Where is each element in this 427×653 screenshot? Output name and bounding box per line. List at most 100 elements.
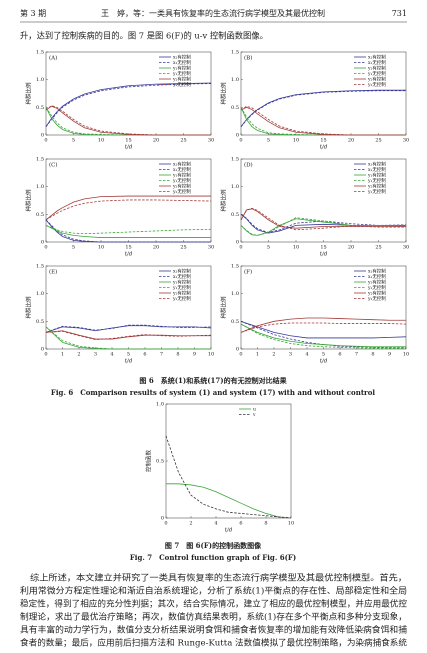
y-axis-label: 种群比例 (220, 296, 228, 319)
series-line (45, 325, 212, 333)
x-tick-label: 4 (214, 521, 217, 527)
x-tick-label: 5 (127, 352, 130, 358)
series-line (45, 219, 211, 243)
x-tick-label: 20 (153, 245, 159, 251)
legend-label: x₁有控制 (173, 268, 191, 275)
series-line (45, 82, 212, 127)
x-tick-label: 7 (160, 352, 163, 358)
legend-label: y₂无控制 (367, 81, 386, 88)
x-axis-label: t/d (320, 252, 328, 258)
x-tick-label: 8 (371, 352, 374, 358)
y-tick-label: 1.5 (36, 157, 44, 163)
x-tick-label: 0 (239, 245, 242, 251)
legend-label: y₁无控制 (172, 70, 191, 77)
x-tick-label: 25 (375, 138, 381, 144)
y-tick-label: 0.5 (231, 212, 239, 218)
panel-label: (A) (49, 55, 57, 62)
y-axis-label: 种群比例 (25, 296, 33, 319)
x-tick-label: 30 (403, 245, 409, 251)
legend-label: x₁有控制 (368, 54, 386, 61)
y-tick-label: 1.0 (36, 77, 44, 83)
y-tick-label: 0 (236, 240, 239, 246)
series-line (45, 225, 212, 235)
legend-label: y₁无控制 (172, 284, 191, 291)
legend-label: x₁无控制 (173, 273, 191, 280)
x-tick-label: 25 (375, 245, 381, 251)
series-line (240, 89, 406, 127)
legend-label: y₁有控制 (172, 65, 191, 72)
x-tick-label: 10 (98, 138, 104, 144)
series-line (240, 208, 406, 229)
y-tick-label: 1.5 (36, 50, 44, 56)
series-line (45, 107, 211, 136)
x-tick-label: 15 (320, 138, 326, 144)
x-axis-label: t/d (125, 252, 133, 258)
series-line (165, 435, 292, 519)
legend-label: y₂有控制 (172, 290, 191, 297)
legend-label: y₂无控制 (367, 188, 386, 195)
legend-label: x₁无控制 (173, 59, 191, 66)
x-tick-label: 10 (288, 521, 294, 527)
x-tick-label: 1 (61, 352, 64, 358)
x-tick-label: 2 (272, 352, 275, 358)
legend-label: y₁有控制 (172, 279, 191, 286)
x-tick-label: 6 (143, 352, 146, 358)
y-tick-label: 1.5 (231, 157, 239, 163)
legend-label: y₂有控制 (172, 76, 191, 83)
x-axis-label: t/d (225, 528, 233, 534)
y-tick-label: 0 (41, 240, 44, 246)
series-line (45, 225, 211, 238)
caption: 图 6 系统(1)和系统(17)的有无控制对比结果 (139, 376, 286, 385)
legend-label: x₁有控制 (368, 161, 386, 168)
x-tick-label: 30 (208, 138, 214, 144)
legend-label: y₁无控制 (367, 177, 386, 184)
legend-label: v (252, 413, 256, 418)
legend-label: y₂有控制 (172, 183, 191, 190)
legend-label: x₁无控制 (368, 166, 386, 173)
series-line (45, 324, 212, 333)
series-line (45, 326, 211, 350)
x-tick-label: 10 (293, 245, 299, 251)
series-line (45, 326, 211, 350)
y-axis-label: 种群比例 (220, 82, 228, 105)
series-line (240, 207, 406, 231)
legend-label: u (253, 408, 256, 413)
paragraph-line: 利用常微分方程定性理论和渐近自治系统理论，分析了系统(1)平衡点的存在性、局部稳… (20, 586, 407, 596)
series-line (45, 107, 211, 136)
paragraph: 升，达到了控制疾病的目的。图 7 是图 6(F)的 u-v 控制函数图像。 (20, 31, 268, 41)
legend-label: x₁有控制 (173, 54, 191, 61)
x-tick-label: 15 (320, 245, 326, 251)
caption: 图 7 图 6(F)的控制函数图像 (165, 541, 262, 550)
series-line (240, 106, 406, 136)
legend-label: x₁无控制 (368, 273, 386, 280)
legend-label: x₁有控制 (173, 161, 191, 168)
panel-label: (F) (244, 269, 252, 276)
paragraph-line: 综上所述，本文建立并研究了一类具有恢复率的生态流行病学模型及其最优控制模型。首先… (30, 573, 407, 583)
x-tick-label: 20 (348, 138, 354, 144)
legend-label: y₂无控制 (172, 295, 191, 302)
x-tick-label: 10 (208, 352, 214, 358)
x-tick-label: 9 (388, 352, 391, 358)
y-tick-label: 1.0 (36, 291, 44, 297)
x-axis-label: t/d (320, 145, 328, 151)
x-tick-label: 5 (72, 245, 75, 251)
y-axis-label: 控制函数 (145, 450, 153, 473)
panel-label: (C) (49, 162, 58, 169)
paragraph-line: 制理论，求出了最优治疗策略；再次，数值仿真结果表明，系统(1)存在多个平衡点和多… (20, 612, 407, 622)
x-tick-label: 10 (98, 245, 104, 251)
series-line (45, 83, 212, 127)
series-line (240, 323, 406, 349)
paragraph-line: 具有丰富的动力学行为，数值分支分析结果说明食饵和捕食者恢复率的增加能有效降低染病… (20, 625, 407, 635)
y-tick-label: 1.5 (231, 50, 239, 56)
legend-label: x₁无控制 (173, 166, 191, 173)
series-line (45, 105, 211, 136)
x-tick-label: 6 (338, 352, 341, 358)
y-tick-label: 0 (41, 347, 44, 353)
series-line (240, 323, 406, 348)
y-tick-label: 0 (41, 133, 44, 139)
x-tick-label: 0 (44, 138, 47, 144)
y-tick-label: 0.5 (156, 459, 164, 465)
x-tick-label: 10 (403, 352, 409, 358)
legend-label: y₂有控制 (367, 183, 386, 190)
y-tick-label: 0 (236, 347, 239, 353)
